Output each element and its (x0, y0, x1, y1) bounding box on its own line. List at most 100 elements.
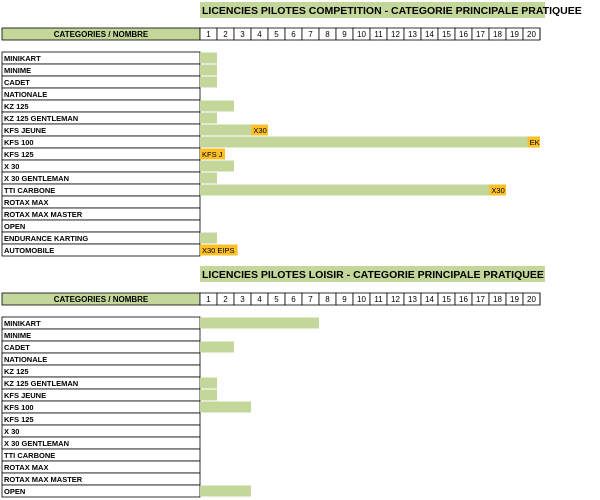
category-cell (1, 219, 201, 233)
x-tick-label: 3 (240, 30, 245, 39)
category-label: KFS 100 (4, 138, 34, 147)
category-label: ROTAX MAX MASTER (4, 210, 83, 219)
x-tick-label: 17 (476, 295, 485, 304)
bar (200, 112, 217, 124)
bar (200, 52, 217, 64)
category-label: NATIONALE (4, 355, 47, 364)
x-tick-label: 6 (291, 30, 296, 39)
bar (200, 160, 234, 172)
category-label: MINIKART (4, 54, 41, 63)
category-header-label: CATEGORIES / NOMBRE (54, 30, 149, 39)
x-tick-label: 12 (391, 30, 400, 39)
category-label: ROTAX MAX MASTER (4, 475, 83, 484)
category-label: X 30 (4, 427, 19, 436)
category-label: ROTAX MAX (4, 463, 48, 472)
category-label: ROTAX MAX (4, 198, 48, 207)
x-tick-label: 1 (206, 30, 211, 39)
category-label: OPEN (4, 222, 25, 231)
bar (200, 232, 217, 244)
bar-annotation-label: KFS J (202, 150, 223, 159)
category-label: MINIME (4, 331, 31, 340)
x-tick-label: 20 (527, 30, 536, 39)
category-label: TTI CARBONE (4, 186, 55, 195)
bar-annotation-label: EK (530, 138, 540, 147)
category-label: KFS 100 (4, 403, 34, 412)
x-tick-label: 7 (308, 30, 313, 39)
x-tick-label: 19 (510, 30, 519, 39)
category-label: KFS 125 (4, 150, 34, 159)
category-label: CADET (4, 343, 30, 352)
bar (200, 377, 217, 389)
x-tick-label: 4 (257, 30, 262, 39)
category-label: MINIME (4, 66, 31, 75)
x-tick-label: 5 (274, 30, 279, 39)
bar-annotation-box (489, 184, 506, 196)
x-tick-label: 20 (527, 295, 536, 304)
category-cell (1, 484, 201, 498)
category-label: ENDURANCE KARTING (4, 234, 88, 243)
category-label: X 30 GENTLEMAN (4, 174, 69, 183)
bar (200, 485, 251, 497)
category-label: NATIONALE (4, 90, 47, 99)
x-tick-label: 18 (493, 295, 502, 304)
category-label: KZ 125 GENTLEMAN (4, 114, 78, 123)
bar-annotation-label: X30 EIPS (202, 246, 235, 255)
x-tick-label: 13 (408, 295, 417, 304)
category-cell (1, 340, 201, 354)
x-tick-label: 19 (510, 295, 519, 304)
category-cell (1, 364, 201, 378)
x-tick-label: 2 (223, 30, 228, 39)
category-header-label: CATEGORIES / NOMBRE (54, 295, 149, 304)
x-tick-label: 7 (308, 295, 313, 304)
bar (200, 100, 234, 112)
category-label: KFS JEUNE (4, 126, 46, 135)
category-label: KZ 125 (4, 102, 29, 111)
x-tick-label: 14 (425, 295, 434, 304)
x-tick-label: 10 (357, 30, 366, 39)
bar (200, 136, 540, 148)
x-tick-label: 16 (459, 295, 468, 304)
x-tick-label: 15 (442, 30, 451, 39)
bar (200, 172, 217, 184)
bar-annotation-box (200, 148, 225, 160)
chart-title-band (200, 2, 545, 18)
category-label: X 30 (4, 162, 19, 171)
bar-annotation-box (251, 124, 268, 136)
x-tick-label: 12 (391, 295, 400, 304)
category-label: AUTOMOBILE (4, 246, 54, 255)
bar (200, 317, 319, 329)
bar (200, 389, 217, 401)
x-tick-label: 8 (325, 295, 330, 304)
bar (200, 124, 268, 136)
x-tick-label: 11 (374, 295, 383, 304)
x-tick-label: 3 (240, 295, 245, 304)
category-label: KZ 125 GENTLEMAN (4, 379, 78, 388)
category-cell (1, 63, 201, 77)
category-label: KZ 125 (4, 367, 29, 376)
bar-annotation-label: X30 (253, 126, 266, 135)
x-tick-label: 13 (408, 30, 417, 39)
x-tick-label: 9 (342, 295, 347, 304)
x-tick-label: 1 (206, 295, 211, 304)
x-tick-label: 14 (425, 30, 434, 39)
bar (200, 184, 506, 196)
category-cell (1, 75, 201, 89)
x-tick-label: 2 (223, 295, 228, 304)
bar (200, 76, 217, 88)
category-cell (1, 328, 201, 342)
chart-title: LICENCIES PILOTES COMPETITION - CATEGORI… (202, 5, 582, 17)
category-label: KFS JEUNE (4, 391, 46, 400)
category-label: MINIKART (4, 319, 41, 328)
category-label: CADET (4, 78, 30, 87)
bar-annotation-label: X30 (491, 186, 504, 195)
x-tick-label: 6 (291, 295, 296, 304)
category-label: OPEN (4, 487, 25, 496)
x-tick-label: 9 (342, 30, 347, 39)
bar (200, 401, 251, 413)
x-tick-label: 4 (257, 295, 262, 304)
x-tick-label: 5 (274, 295, 279, 304)
category-label: X 30 GENTLEMAN (4, 439, 69, 448)
x-tick-label: 10 (357, 295, 366, 304)
x-tick-label: 18 (493, 30, 502, 39)
